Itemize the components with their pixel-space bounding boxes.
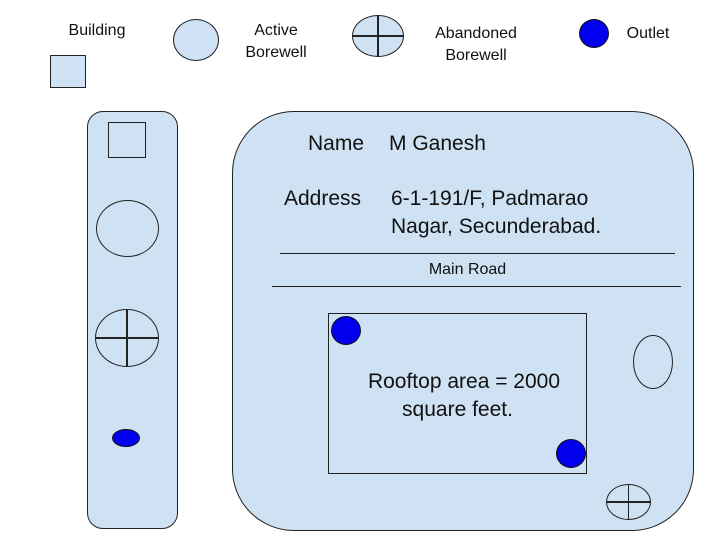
rooftop-outlet-icon-bottom bbox=[556, 439, 586, 468]
main-road-label: Main Road bbox=[428, 261, 507, 278]
rooftop-outlet-icon-top bbox=[331, 316, 361, 345]
road-lower-line bbox=[272, 286, 681, 287]
rooftop-area-text-line-2: square feet. bbox=[402, 398, 513, 421]
name-label: Name bbox=[308, 132, 365, 155]
legend-outlet-icon bbox=[579, 19, 609, 48]
outlet-icon bbox=[112, 429, 140, 447]
rooftop-building bbox=[328, 313, 587, 474]
site-abandoned-borewell-icon bbox=[606, 484, 651, 520]
legend-abandoned-borewell-label: Abandoned Borewell bbox=[435, 25, 517, 64]
building-icon bbox=[108, 122, 146, 158]
legend-abandoned-borewell-icon bbox=[352, 15, 404, 57]
name-value: M Ganesh bbox=[389, 132, 486, 155]
road-upper-line bbox=[280, 253, 675, 254]
address-line-2: Nagar, Secunderabad. bbox=[391, 215, 602, 238]
legend-building-label: Building bbox=[68, 22, 126, 39]
legend-outlet-label: Outlet bbox=[626, 25, 670, 42]
address-label: Address bbox=[284, 187, 362, 210]
address-line-1: 6-1-191/F, Padmarao bbox=[391, 187, 589, 210]
rooftop-area-text-line-1: Rooftop area = 2000 bbox=[367, 370, 561, 393]
legend-building-icon bbox=[50, 55, 86, 88]
abandoned-borewell-icon bbox=[95, 309, 159, 367]
site-active-borewell-icon bbox=[633, 335, 673, 389]
active-borewell-icon bbox=[96, 200, 159, 257]
legend-active-borewell-icon bbox=[173, 19, 219, 61]
legend-active-borewell-label: Active Borewell bbox=[245, 22, 307, 61]
